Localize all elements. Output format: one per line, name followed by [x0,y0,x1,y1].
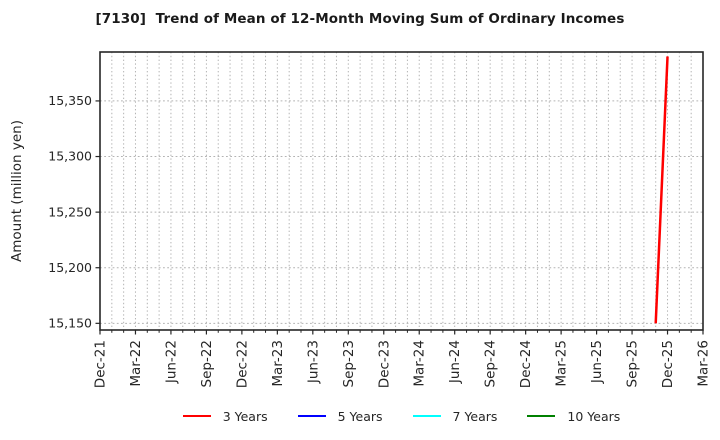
legend-item-10-years: 10 Years [527,409,620,424]
x-tick-label: Mar-23 [270,340,286,387]
x-tick-label: Jun-25 [589,340,605,384]
chart-legend: 3 Years 5 Years 7 Years 10 Years [100,404,703,428]
x-tick-label: Dec-25 [660,340,676,388]
legend-line-icon-10-years [527,415,556,417]
legend-line-icon-3-years [182,415,211,417]
y-tick-label: 15,250 [48,204,92,219]
x-tick-label: Dec-23 [376,340,392,388]
series-line-3-years [654,56,669,324]
legend-label: 10 Years [567,408,621,424]
x-tick-label: Jun-24 [447,340,463,384]
x-tick-label: Sep-24 [483,340,499,388]
x-tick-label: Mar-24 [412,340,428,387]
chart-title: [7130] Trend of Mean of 12-Month Moving … [95,11,625,27]
x-tick-label: Mar-22 [128,340,144,387]
plot-border [99,51,704,331]
x-tick-label: Dec-24 [518,340,534,388]
y-tick-label: 15,150 [48,316,92,331]
x-tick-label: Mar-26 [696,340,712,387]
legend-item-7-years: 7 Years [412,408,498,424]
x-tick-label: Jun-23 [305,340,321,384]
y-tick-label: 15,300 [48,149,92,164]
y-tick-label: 15,350 [48,93,92,108]
x-tick-label: Jun-22 [163,340,179,384]
legend-label: 5 Years [337,408,383,424]
x-tick-label: Mar-25 [554,340,570,387]
x-tick-label: Sep-23 [341,340,357,388]
x-tick-label: Dec-22 [234,340,250,388]
x-tick-label: Sep-22 [199,340,215,388]
y-tick-label: 15,200 [48,260,92,275]
legend-item-3-years: 3 Years [182,408,268,424]
legend-line-icon-7-years [412,415,441,417]
legend-label: 7 Years [452,408,498,424]
x-tick-label: Sep-25 [625,340,641,388]
legend-item-5-years: 5 Years [297,408,383,424]
x-tick-label: Dec-21 [93,340,109,388]
legend-line-icon-5-years [297,415,326,417]
legend-label: 3 Years [222,408,268,424]
